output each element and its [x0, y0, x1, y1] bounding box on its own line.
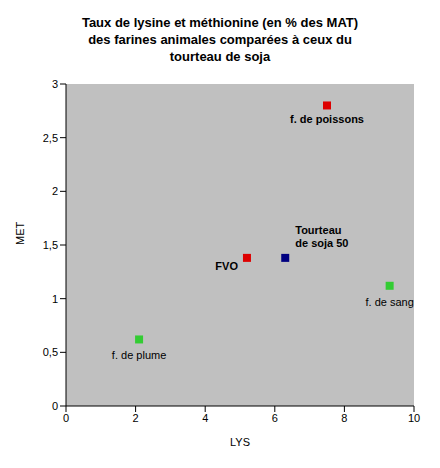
html-text:Taux de lysine et méthionine (: Taux de lysine et méthionine (en % des M…	[81, 15, 359, 64]
svg-text:4: 4	[202, 412, 208, 424]
svg-text:10: 10	[408, 412, 420, 424]
svg-text:MET: MET	[14, 222, 26, 246]
svg-text:1: 1	[52, 293, 58, 305]
svg-text:6: 6	[272, 412, 278, 424]
svg-text:2: 2	[133, 412, 139, 424]
svg-text:f. de poissons: f. de poissons	[290, 113, 364, 125]
svg-text:3: 3	[52, 78, 58, 90]
svg-text:f. de plume: f. de plume	[112, 349, 166, 361]
svg-text:2: 2	[52, 185, 58, 197]
svg-text:1,5: 1,5	[43, 239, 58, 251]
svg-text:LYS: LYS	[230, 436, 250, 448]
svg-text:8: 8	[341, 412, 347, 424]
svg-text:Tourteaude soja 50: Tourteaude soja 50	[295, 224, 348, 249]
svg-text:0,5: 0,5	[43, 346, 58, 358]
svg-text:2,5: 2,5	[43, 132, 58, 144]
svg-text:0: 0	[63, 412, 69, 424]
svg-text:f. de sang: f. de sang	[365, 296, 413, 308]
svg-text:FVO: FVO	[215, 260, 238, 272]
svg-text:0: 0	[52, 400, 58, 412]
